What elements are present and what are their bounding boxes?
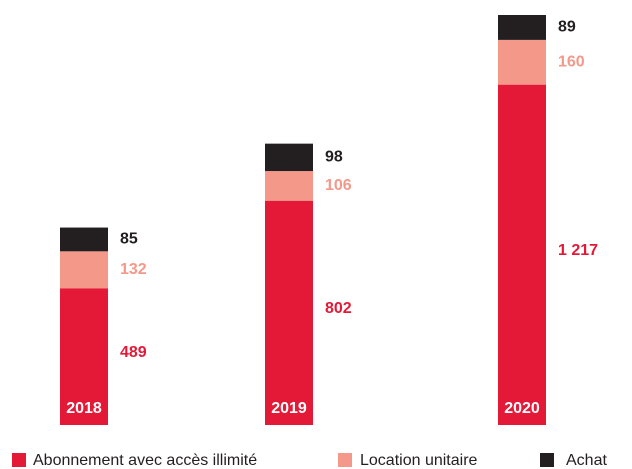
bar-segment: [60, 288, 108, 425]
legend-swatch: [540, 453, 554, 467]
bar-segment: [498, 84, 546, 425]
value-label: 132: [120, 261, 147, 278]
value-label: 98: [325, 149, 343, 166]
legend-swatch: [12, 453, 26, 467]
bar-segment: [265, 200, 313, 425]
legend-label: Abonnement avec accès illimité: [33, 452, 257, 469]
legend-label: Location unitaire: [360, 452, 478, 469]
value-label: 1 217: [558, 242, 598, 259]
value-label: 160: [558, 53, 585, 70]
legend-label: Achat: [566, 452, 607, 469]
value-label: 489: [120, 344, 147, 361]
x-tick-label: 2018: [66, 400, 102, 417]
legend-swatch: [338, 453, 352, 467]
x-tick-label: 2020: [504, 400, 540, 417]
bar-segment: [60, 251, 108, 289]
value-label: 106: [325, 177, 352, 194]
value-label: 85: [120, 231, 138, 248]
value-label: 802: [325, 300, 352, 317]
bar-segment: [265, 143, 313, 172]
bar-segment: [498, 15, 546, 40]
x-tick-label: 2019: [271, 400, 307, 417]
bar-segment: [60, 227, 108, 252]
value-label: 89: [558, 19, 576, 36]
bar-segment: [498, 39, 546, 85]
bar-segment: [265, 171, 313, 201]
